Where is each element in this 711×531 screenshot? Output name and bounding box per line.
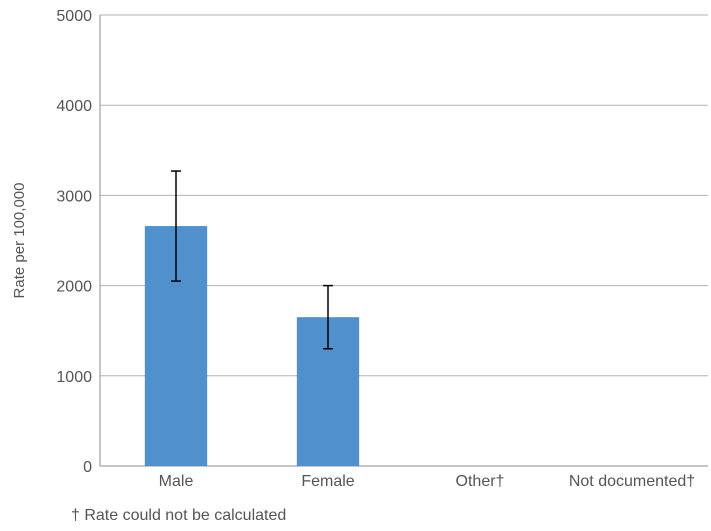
x-tick-label-2: Other†: [456, 473, 505, 490]
y-tick-label-5000: 5000: [56, 8, 92, 25]
y-tick-label-1000: 1000: [56, 369, 92, 386]
y-tick-label-4000: 4000: [56, 98, 92, 115]
x-tick-label-3: Not documented†: [569, 473, 695, 490]
y-axis-title: Rate per 100,000: [11, 183, 28, 299]
y-tick-label-3000: 3000: [56, 188, 92, 205]
x-tick-label-1: Female: [301, 473, 354, 490]
y-tick-label-2000: 2000: [56, 279, 92, 296]
x-tick-label-0: Male: [159, 473, 194, 490]
y-tick-label-0: 0: [83, 459, 92, 476]
chart-footnote: † Rate could not be calculated: [71, 507, 287, 524]
